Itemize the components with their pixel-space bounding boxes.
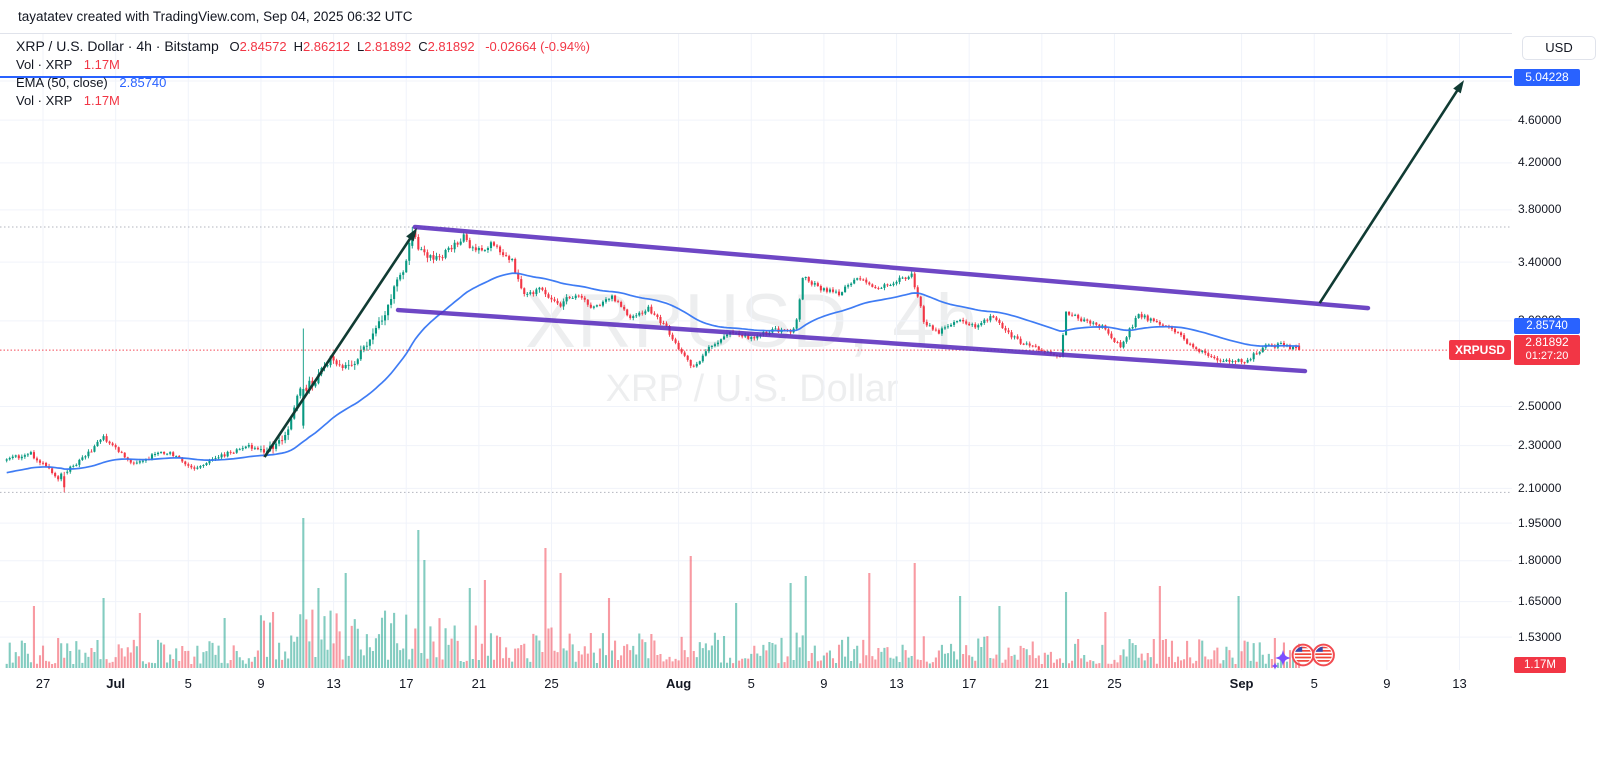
time-axis-label: 9 — [257, 676, 265, 691]
price-axis-label: 1.65000 — [1518, 594, 1562, 609]
ema-layer — [6, 272, 1300, 474]
volume-label-2: Vol · XRP — [16, 93, 73, 108]
footer: TradingView — [0, 700, 1600, 779]
titlebar: tayatatev created with TradingView.com, … — [0, 0, 1600, 33]
reference-dotted-lines — [0, 226, 1512, 493]
volume-badge: 1.17M — [1514, 657, 1566, 673]
economic-event-icons[interactable] — [1271, 643, 1335, 670]
legend-ema-row[interactable]: EMA (50, close) 2.85740 — [16, 75, 590, 93]
volume-value-2: 1.17M — [83, 93, 120, 108]
ohlc-key: L — [356, 39, 365, 54]
volume-value: 1.17M — [83, 57, 120, 72]
ohlc-values: O2.84572 H2.86212 L2.81892 C2.81892 — [222, 39, 474, 54]
trend-arrows — [263, 80, 1465, 458]
volume-label: Vol · XRP — [16, 57, 73, 72]
price-axis-label: 1.80000 — [1518, 553, 1562, 568]
ohlc-key: C — [418, 39, 428, 54]
last-price-badge: 2.81892 01:27:20 — [1514, 335, 1580, 365]
time-axis-label: 17 — [398, 676, 414, 691]
price-axis-label: 4.60000 — [1518, 112, 1562, 127]
time-axis-label: Sep — [1229, 676, 1254, 691]
price-axis-label: 4.20000 — [1518, 155, 1562, 170]
ohlc-value: 2.86212 — [302, 39, 350, 54]
trend-channel — [395, 224, 1371, 374]
price-axis-label: 2.10000 — [1518, 480, 1562, 495]
volume-bars — [5, 518, 1301, 668]
currency-unit-button[interactable]: USD — [1522, 36, 1596, 60]
time-axis-label: 25 — [1107, 676, 1122, 691]
price-axis-label: 2.50000 — [1518, 399, 1562, 413]
last-price-value: 2.81892 — [1525, 335, 1569, 349]
symbol-description: XRP / U.S. Dollar · 4h · Bitstamp — [16, 38, 219, 54]
price-axis-label: 1.95000 — [1518, 515, 1562, 530]
price-axis-label: 2.30000 — [1518, 438, 1562, 453]
ema-value: 2.85740 — [119, 75, 167, 90]
target-price-badge: 5.04228 — [1514, 69, 1580, 86]
ema-line — [6, 272, 1300, 474]
candlesticks — [5, 227, 1301, 493]
price-axis-label: 1.53000 — [1518, 629, 1562, 644]
time-axis-label: 5 — [747, 676, 755, 691]
time-axis-label: 5 — [184, 676, 192, 691]
ema-price-badge: 2.85740 — [1514, 318, 1580, 334]
grid-lines — [0, 33, 1512, 670]
time-axis-label: 21 — [1034, 676, 1050, 691]
time-axis-label: 13 — [889, 676, 904, 691]
us-flag-icon — [1294, 646, 1312, 664]
ohlc-value: 2.81892 — [364, 39, 412, 54]
time-axis-label: 9 — [820, 676, 828, 691]
bar-countdown: 01:27:20 — [1525, 350, 1569, 362]
time-axis-label: 5 — [1310, 676, 1318, 691]
time-axis-label: 9 — [1383, 676, 1391, 691]
us-flag-icon — [1315, 646, 1332, 664]
legend-volume-row-2[interactable]: Vol · XRP 1.17M — [16, 93, 590, 111]
legend-volume-row[interactable]: Vol · XRP 1.17M — [16, 57, 590, 75]
time-axis-label: 21 — [471, 676, 487, 691]
time-axis-label: Jul — [106, 676, 126, 691]
time-axis-label: 25 — [544, 676, 559, 691]
chart-legend: XRP / U.S. Dollar · 4h · Bitstamp O2.845… — [16, 39, 590, 111]
axis-borders — [0, 33, 1600, 701]
time-axis-label: Aug — [665, 676, 692, 691]
ohlc-value: 2.81892 — [427, 39, 475, 54]
ema-label: EMA (50, close) — [16, 75, 108, 90]
creator-attribution: tayatatev created with TradingView.com, … — [18, 9, 413, 24]
change-value: -0.02664 (-0.94%) — [485, 39, 590, 54]
ohlc-key: O — [229, 39, 240, 54]
symbol-price-tag: XRPUSD — [1449, 340, 1511, 360]
time-axis[interactable]: 27 Jul 5 9 13 17 21 25 Aug 5 9 13 17 21 25 Sep 5 9 13 — [0, 670, 1600, 700]
ohlc-value: 2.84572 — [239, 39, 287, 54]
time-axis-label: 17 — [961, 676, 977, 691]
time-axis-label: 27 — [35, 676, 51, 691]
ohlc-key: H — [293, 39, 303, 54]
time-axis-label: 13 — [326, 676, 341, 691]
time-axis-label: 13 — [1452, 676, 1467, 691]
price-axis-label: 3.40000 — [1518, 254, 1562, 269]
legend-symbol-row[interactable]: XRP / U.S. Dollar · 4h · Bitstamp O2.845… — [16, 39, 590, 57]
price-axis-label: 3.80000 — [1518, 202, 1562, 217]
